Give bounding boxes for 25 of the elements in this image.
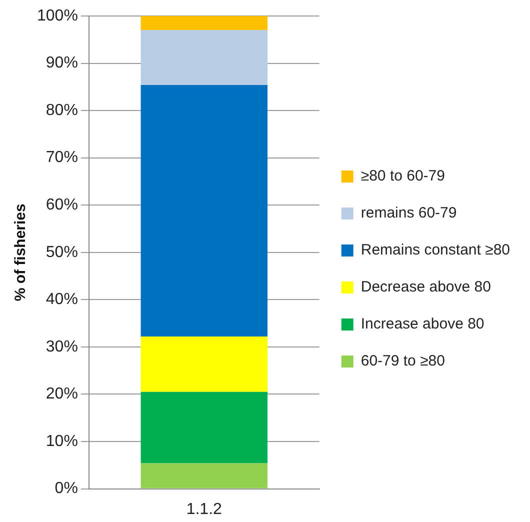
legend-label: Increase above 80	[360, 316, 484, 333]
legend-label: Decrease above 80	[360, 278, 491, 296]
y-tick-label: 80%	[46, 102, 78, 119]
y-tick-label: 40%	[46, 291, 78, 308]
legend-label: 60-79 to ≥80	[360, 352, 445, 370]
y-tick-label: 100%	[37, 7, 78, 24]
legend-label: remains 60-79	[360, 204, 457, 222]
y-tick-label: 20%	[46, 386, 78, 403]
y-tick-label: 10%	[46, 432, 78, 450]
y-tick-label: 70%	[46, 149, 78, 166]
bar	[140, 16, 268, 30]
y-tick-label: 90%	[46, 54, 78, 72]
bar	[140, 392, 268, 464]
bar	[140, 336, 268, 392]
y-tick-label: 0%	[54, 480, 78, 498]
y-tick-label: 50%	[46, 244, 78, 261]
y-tick-label: 30%	[46, 338, 78, 356]
legend-label: ≥80 to 60-79	[360, 168, 445, 185]
bar	[140, 30, 268, 86]
y-axis-title: % of fisheries	[12, 204, 30, 302]
bar	[140, 85, 268, 337]
y-tick-label: 60%	[46, 196, 78, 214]
legend-label: Remains constant ≥80	[360, 242, 510, 259]
bar	[140, 463, 268, 488]
x-tick-label: 1.1.2	[186, 500, 222, 518]
